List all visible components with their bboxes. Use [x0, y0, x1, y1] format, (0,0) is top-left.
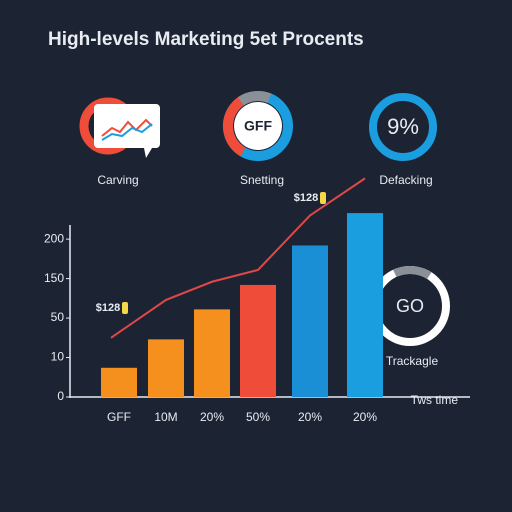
ring — [369, 93, 437, 161]
y-tick-label: 0 — [57, 389, 64, 403]
donut-center — [234, 102, 282, 150]
x-tick-label: 20% — [298, 410, 322, 424]
widget-defacking: 9% Defacking — [369, 93, 437, 187]
x-tick-label: 50% — [246, 410, 270, 424]
ring-segment — [370, 266, 450, 346]
title: High-levels Marketing 5et Procents — [48, 29, 364, 50]
widget-label: Trackagle — [386, 354, 439, 368]
donut-segment — [223, 91, 293, 161]
widget-center: GO — [396, 296, 424, 316]
widget-snetting: GFF Snetting — [223, 91, 293, 187]
widget-center: GFF — [244, 118, 272, 134]
bar — [347, 213, 383, 397]
y-tick-label: 50 — [51, 310, 65, 324]
trend-line — [110, 177, 366, 339]
widget-label: Carving — [97, 173, 138, 187]
x-tick-label: GFF — [107, 410, 131, 424]
bar — [148, 339, 184, 397]
x-tick-label: 20% — [353, 410, 377, 424]
annotation-pin — [320, 192, 326, 204]
annotation: $128 — [96, 302, 120, 314]
x-tick-label: 10M — [154, 410, 177, 424]
bar — [240, 284, 276, 397]
bar — [101, 367, 137, 397]
x-tick-label: 20% — [200, 410, 224, 424]
widget-carving: Carving — [79, 97, 160, 187]
mini-line — [101, 123, 153, 141]
widget-label: Defacking — [379, 173, 432, 187]
y-tick-label: 200 — [44, 231, 64, 245]
y-tick-label: 150 — [44, 271, 64, 285]
mini-line — [101, 118, 153, 137]
x-axis-label: Tws time — [411, 393, 459, 407]
widget-label: Snetting — [240, 173, 284, 187]
y-tick-label: 10 — [51, 350, 65, 364]
annotation: $128 — [294, 192, 318, 204]
annotation-pin — [122, 302, 128, 314]
bar — [292, 245, 328, 397]
bar — [194, 309, 230, 397]
donut-segment — [223, 91, 293, 161]
widget-center: 9% — [387, 114, 419, 139]
